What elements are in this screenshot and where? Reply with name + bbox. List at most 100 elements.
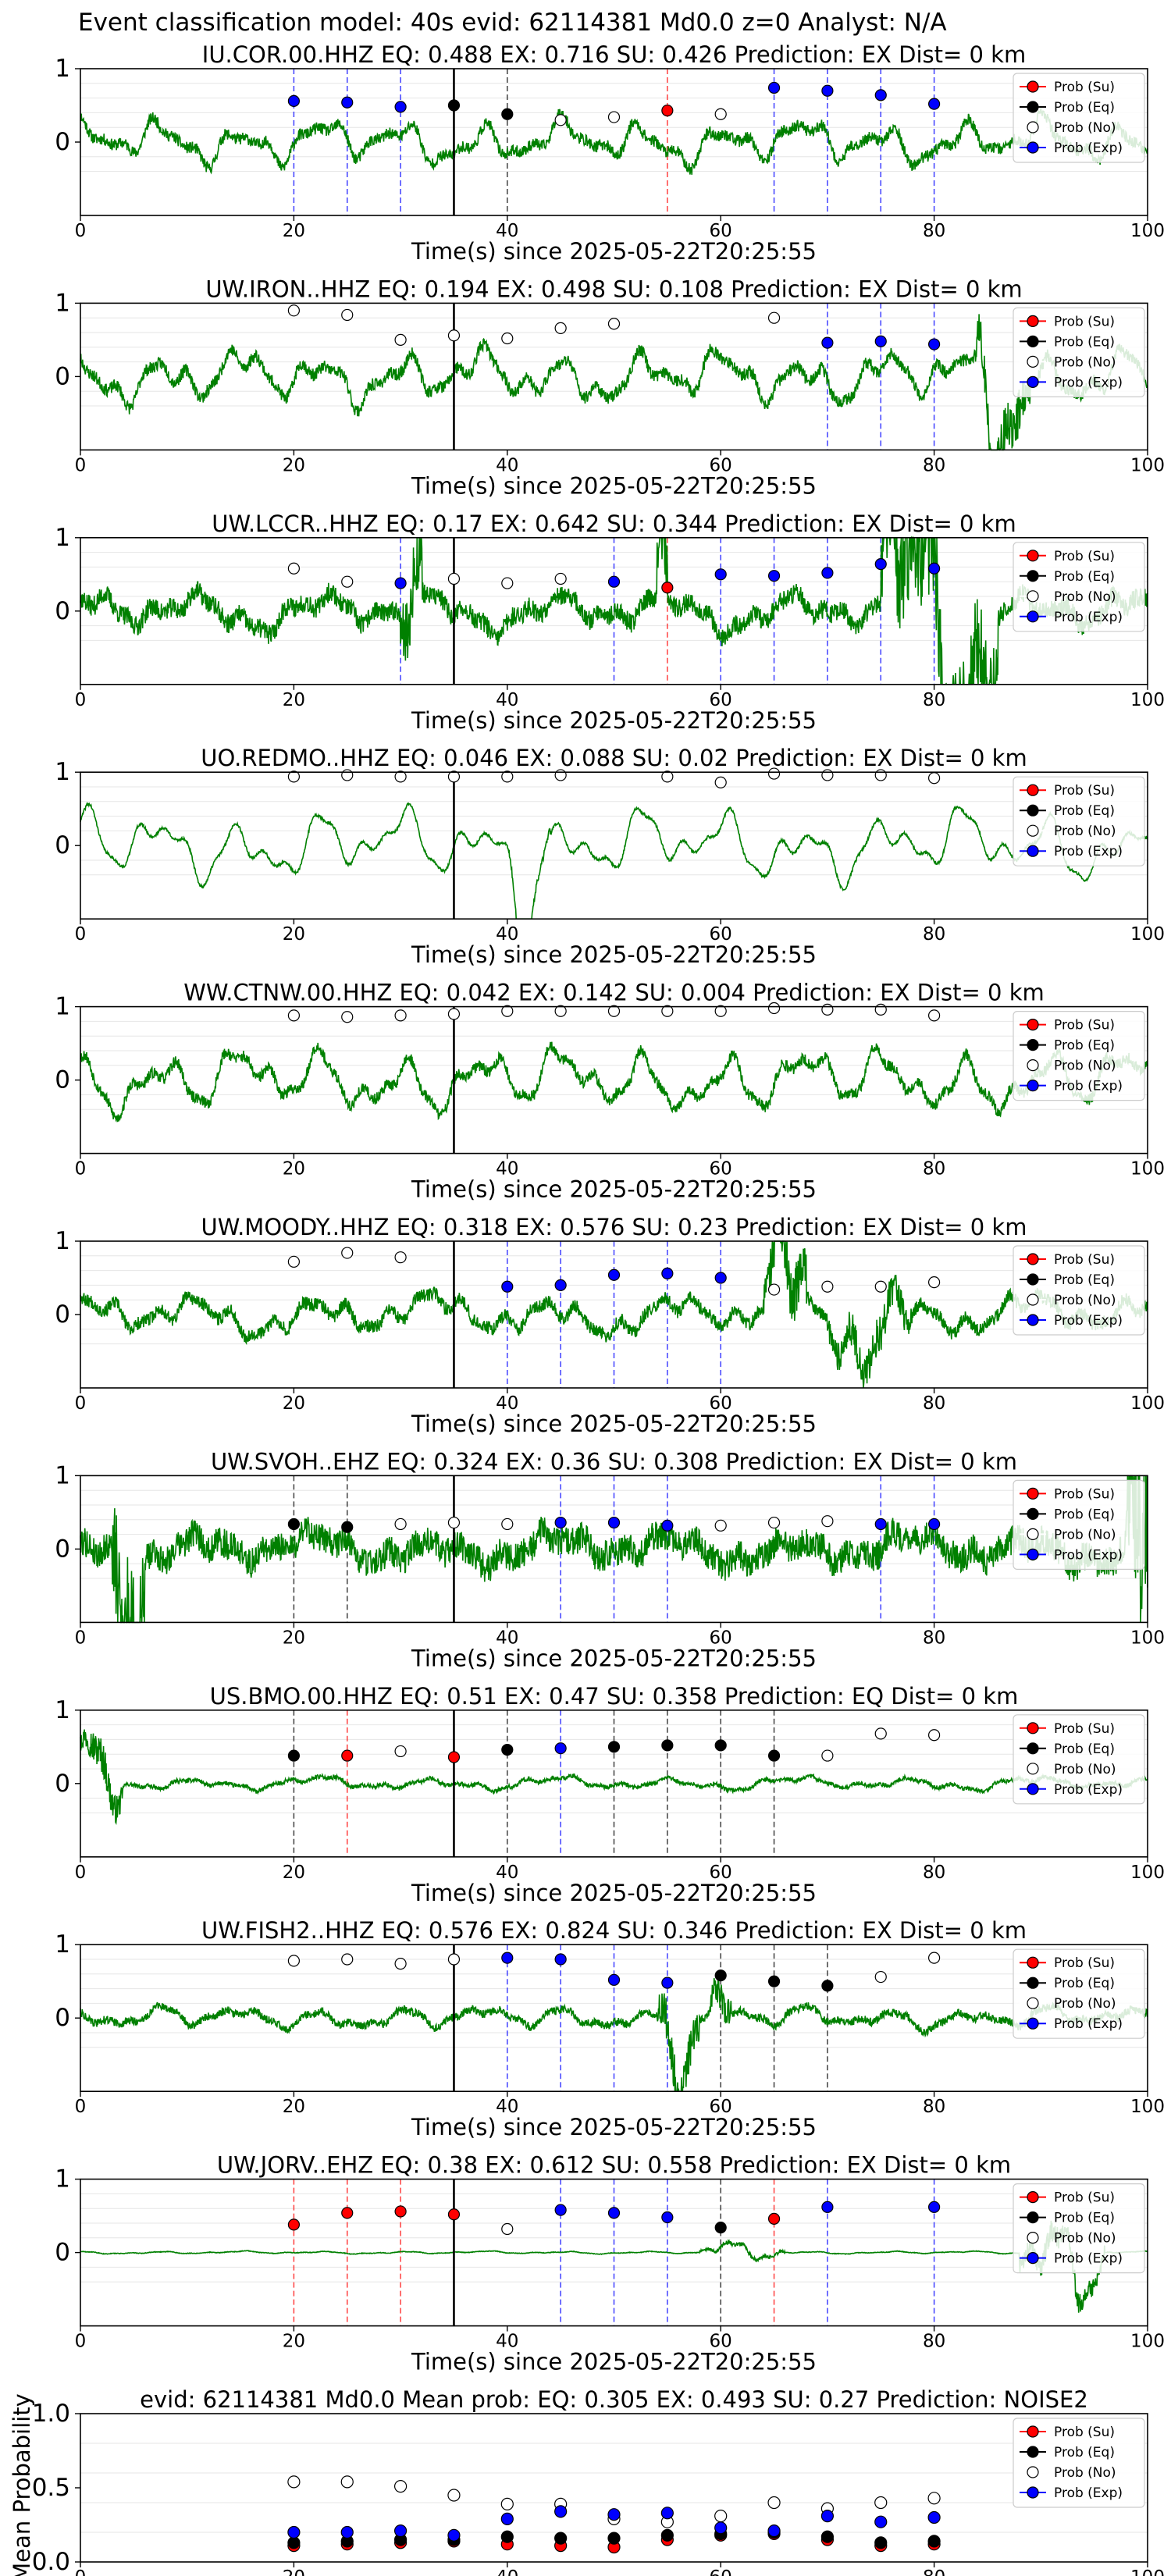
prob-marker-exp (821, 336, 834, 349)
prob-marker-exp (874, 558, 887, 571)
legend-label-eq: Prob (Eq) (1054, 334, 1115, 350)
legend-marker-su (1027, 315, 1039, 327)
y-tick-label: 1 (55, 1930, 70, 1959)
prob-marker-no (767, 1002, 781, 1015)
y-tick-label: 1 (55, 758, 70, 786)
legend-label-su: Prob (Su) (1054, 80, 1115, 95)
legend-label-exp: Prob (Exp) (1054, 2485, 1123, 2501)
legend-box (1013, 307, 1145, 397)
prob-marker-no (767, 767, 781, 780)
legend-marker-eq (1027, 1038, 1039, 1051)
legend-marker-su (1027, 2191, 1039, 2204)
legend-box (1013, 73, 1145, 163)
prob-marker-exp (607, 575, 621, 588)
prob-marker-no (287, 770, 300, 783)
prob-marker-eq (287, 1749, 300, 1762)
waveform-trace (80, 802, 1148, 920)
prob-marker-no (927, 1009, 941, 1022)
x-axis-label: Time(s) since 2025-05-22T20:25:55 (411, 707, 817, 734)
prob-marker-exp (554, 1953, 567, 1966)
prob-marker-no (341, 1953, 354, 1966)
legend-marker-su (1027, 784, 1039, 796)
legend-label-eq: Prob (Eq) (1054, 1507, 1115, 1522)
prob-marker-no (287, 562, 300, 575)
y-tick-label: 0 (55, 362, 70, 390)
prob-marker-exp (607, 1268, 621, 1281)
prob-marker-exp (661, 1267, 674, 1279)
prob-marker-no (501, 2222, 514, 2236)
prob-marker-no (874, 769, 887, 781)
mean-marker-exp (927, 2510, 941, 2524)
prob-marker-no (767, 1283, 781, 1296)
legend-marker-eq (1027, 2211, 1039, 2224)
mean-marker-eq (554, 2532, 568, 2545)
legend-label-no: Prob (No) (1054, 120, 1116, 136)
panel-title: WW.CTNW.00.HHZ EQ: 0.042 EX: 0.142 SU: 0… (183, 980, 1045, 1006)
legend-label-exp: Prob (Exp) (1054, 141, 1123, 156)
mean-marker-eq (927, 2535, 941, 2548)
prob-marker-eq (767, 1749, 781, 1762)
prob-marker-exp (341, 96, 354, 109)
station-panel-4: UO.REDMO..HHZ EQ: 0.046 EX: 0.088 SU: 0.… (55, 745, 1165, 968)
mean-marker-no (874, 2496, 888, 2510)
x-tick-label: 40 (496, 455, 518, 475)
prob-marker-no (501, 577, 514, 589)
prob-marker-exp (501, 1280, 514, 1293)
legend-marker-eq (1027, 570, 1039, 582)
x-tick-label: 80 (923, 2567, 945, 2576)
x-tick-label: 60 (710, 2097, 732, 2117)
x-tick-label: 100 (1130, 455, 1165, 475)
legend-box (1013, 1245, 1145, 1336)
legend-label-eq: Prob (Eq) (1054, 1038, 1115, 1054)
legend-marker-su (1027, 1487, 1039, 1500)
prob-marker-no (821, 1749, 834, 1762)
legend-label-eq: Prob (Eq) (1054, 569, 1115, 585)
legend-marker-eq (1027, 804, 1039, 817)
prob-marker-exp (554, 1516, 567, 1529)
prob-marker-no (714, 1005, 727, 1017)
mean-marker-eq (820, 2530, 835, 2543)
x-tick-label: 80 (923, 2097, 945, 2117)
legend-label-su: Prob (Su) (1054, 1486, 1115, 1502)
waveform-trace (80, 1974, 1148, 2092)
x-tick-label: 80 (923, 221, 945, 241)
prob-marker-no (554, 769, 567, 781)
prob-marker-exp (874, 89, 887, 101)
x-tick-label: 20 (283, 924, 305, 945)
x-tick-label: 20 (283, 690, 305, 710)
x-tick-label: 80 (923, 455, 945, 475)
mean-marker-exp (874, 2515, 888, 2528)
legend-box (1013, 542, 1145, 632)
prob-marker-no (341, 1247, 354, 1259)
panel-title: UW.MOODY..HHZ EQ: 0.318 EX: 0.576 SU: 0.… (201, 1214, 1027, 1240)
mean-marker-exp (500, 2512, 514, 2525)
x-tick-label: 80 (923, 1393, 945, 1414)
x-tick-label: 0 (75, 2332, 87, 2352)
mean-marker-eq (660, 2528, 674, 2542)
prob-marker-no (341, 769, 354, 781)
mean-marker-exp (393, 2524, 408, 2538)
prob-marker-no (447, 572, 461, 585)
legend-label-no: Prob (No) (1054, 589, 1116, 605)
legend-marker-no (1027, 824, 1039, 837)
prob-marker-no (394, 1517, 407, 1531)
waveform-trace (80, 2220, 1148, 2313)
prob-marker-exp (501, 1952, 514, 1964)
prob-marker-no (767, 311, 781, 324)
prob-marker-exp (821, 567, 834, 579)
legend-label-su: Prob (Su) (1054, 2425, 1115, 2440)
x-tick-label: 80 (923, 1863, 945, 1883)
legend-marker-no (1027, 121, 1039, 133)
x-axis-label: Time(s) since 2025-05-22T20:25:55 (411, 1645, 817, 1671)
panel-title: US.BMO.00.HHZ EQ: 0.51 EX: 0.47 SU: 0.35… (210, 1683, 1019, 1710)
y-tick-label: 1 (55, 289, 70, 317)
station-panel-10: UW.JORV..EHZ EQ: 0.38 EX: 0.612 SU: 0.55… (55, 2152, 1165, 2375)
legend-marker-exp (1027, 2252, 1039, 2265)
legend-marker-exp (1027, 1783, 1039, 1795)
prob-marker-no (661, 770, 674, 783)
prob-marker-exp (394, 101, 407, 113)
legend-label-eq: Prob (Eq) (1054, 100, 1115, 116)
prob-marker-exp (607, 1973, 621, 1986)
prob-marker-no (447, 1008, 461, 1020)
legend-marker-no (1027, 1997, 1039, 2009)
